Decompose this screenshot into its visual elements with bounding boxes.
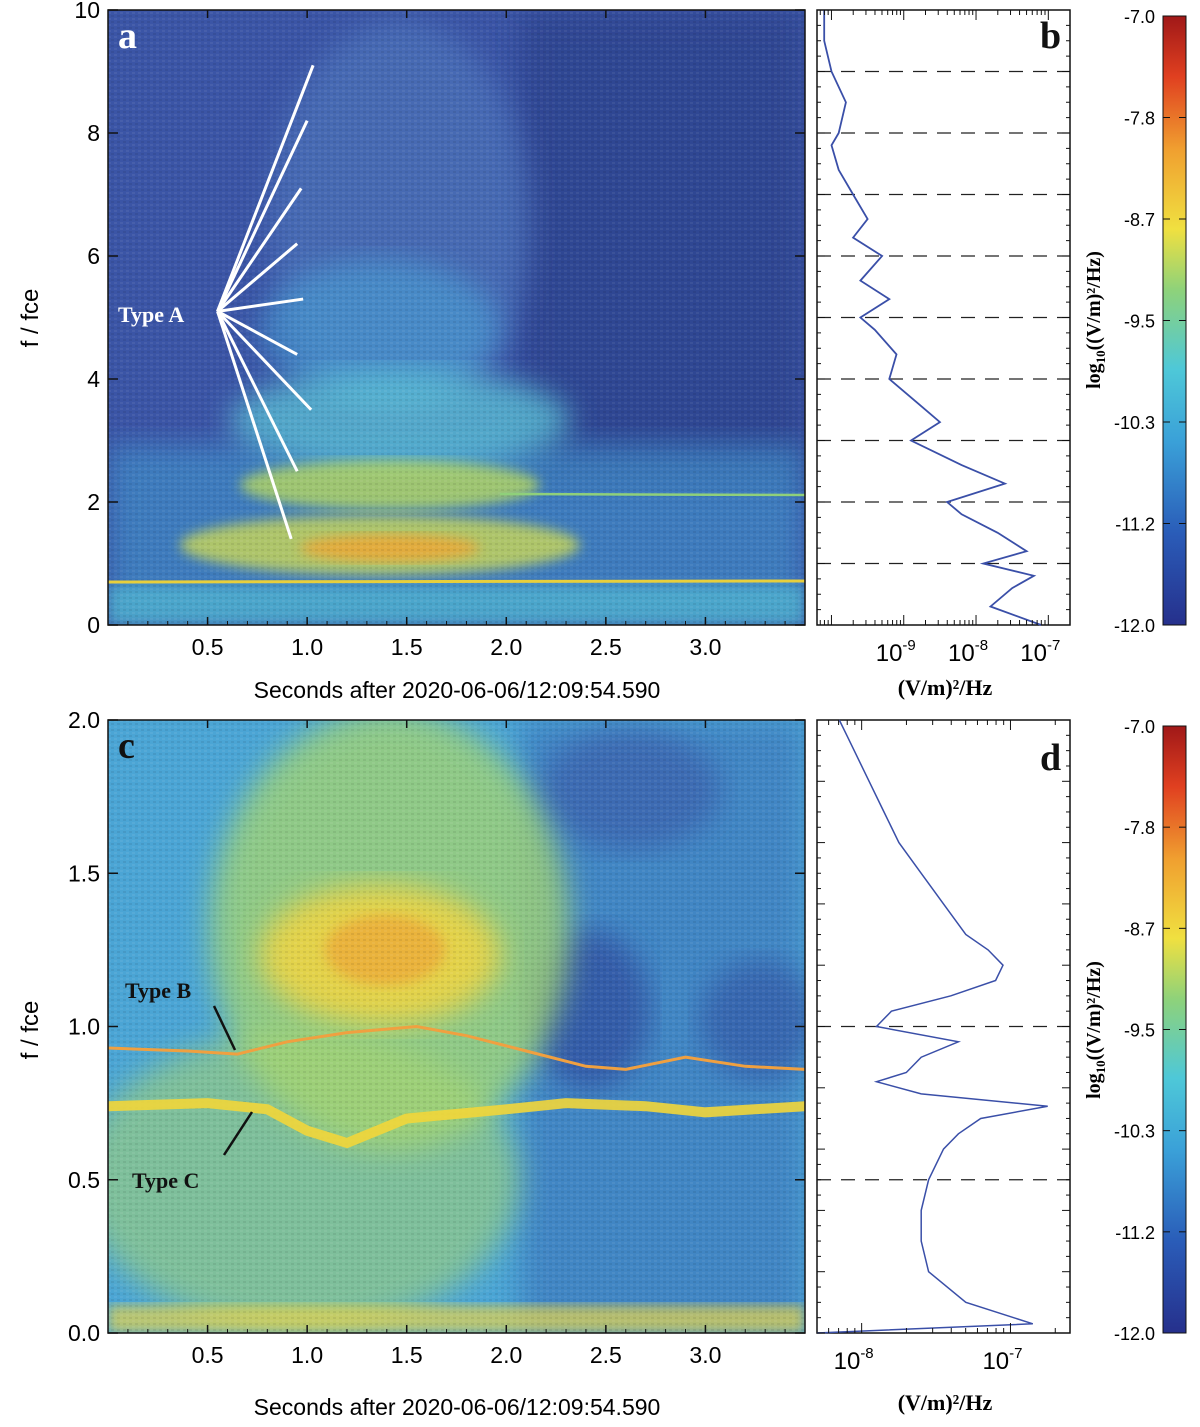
colorbar-tick-label: -12.0: [1114, 616, 1155, 636]
colorbar-bottom-label: log10((V/m)²/Hz): [1083, 961, 1108, 1099]
colorbar-tick-label: -10.3: [1114, 413, 1155, 433]
type-b-line: [108, 1024, 805, 1071]
x-tick-label: 0.5: [192, 634, 224, 660]
colorbar-top-ticks: -7.0 -7.8 -8.7 -9.5 -10.3 -11.2 -12.0: [1114, 7, 1186, 636]
x-tick-label: 2.5: [590, 1342, 622, 1368]
type-a-line: [216, 310, 313, 411]
x-tick-label: 1.0: [291, 634, 323, 660]
y-tick-label: 10: [74, 0, 100, 23]
log-tick-label: 10-9: [876, 637, 916, 667]
log-tick-exp: -8: [860, 1345, 873, 1362]
panel-letter-b: b: [1040, 15, 1061, 57]
panel-c-axes: 0.5 1.0 1.5 2.0 2.5 3.0 0.0 0.5 1.0 1.5 2.0: [68, 707, 805, 1368]
type-b-label: Type B: [125, 978, 192, 1003]
y-tick-label: 2: [87, 489, 100, 515]
panel-d-spectrum-line: [816, 719, 1048, 1334]
log-tick-exp: -8: [975, 637, 988, 654]
type-a-line: [216, 310, 293, 540]
panel-a-ylabel: f / fce: [17, 289, 44, 348]
x-tick-label: 2.0: [490, 634, 522, 660]
panel-letter-c: c: [118, 725, 135, 767]
log-tick-base: 10: [948, 640, 975, 667]
colorbar-tick-label: -7.0: [1124, 717, 1155, 737]
panel-letter-a: a: [118, 15, 137, 57]
type-c-band: [108, 1098, 805, 1149]
colorbar-tick-label: -9.5: [1124, 312, 1155, 332]
type-a-line: [216, 310, 299, 472]
colorbar-tick-label: -10.3: [1114, 1122, 1155, 1142]
x-tick-label: 1.5: [391, 634, 423, 660]
type-a-line: [216, 310, 298, 356]
log-tick-label: 10-8: [834, 1345, 874, 1375]
y-tick-label: 4: [87, 366, 100, 392]
y-tick-label: 0.0: [68, 1320, 100, 1346]
panel-c-xlabel: Seconds after 2020-06-06/12:09:54.590: [254, 1394, 661, 1420]
y-tick-label: 6: [87, 243, 100, 269]
colorbar-tick-label: -7.0: [1124, 7, 1155, 27]
log-tick-exp: -9: [902, 637, 915, 654]
log-tick-exp: -7: [1047, 637, 1060, 654]
colorbar-bottom-ticks: -7.0 -7.8 -8.7 -9.5 -10.3 -11.2 -12.0: [1114, 717, 1186, 1344]
type-a-line: [216, 187, 303, 313]
colorbar-tick-label: -12.0: [1114, 1324, 1155, 1344]
panel-d-dashed-lines: [817, 1025, 1070, 1181]
colorbar-tick-label: -7.8: [1124, 818, 1155, 838]
panel-a-frame: [107, 9, 806, 626]
log-tick-label: 10-7: [1020, 637, 1060, 667]
type-c-label: Type C: [132, 1168, 199, 1193]
type-b-pointer: [212, 1005, 237, 1051]
type-c-pointer: [222, 1111, 254, 1156]
panel-c-ylabel: f / fce: [17, 1001, 44, 1060]
panel-b-xlabel: (V/m)²/Hz: [898, 675, 993, 700]
type-a-label: Type A: [118, 302, 184, 327]
type-a-lines: [216, 64, 315, 540]
colorbar-tick-label: -11.2: [1115, 515, 1155, 535]
colorbar-tick-label: -8.7: [1124, 919, 1155, 939]
x-tick-label: 3.0: [689, 634, 721, 660]
y-tick-label: 0: [87, 612, 100, 638]
colorbar-tick-label: -11.2: [1115, 1223, 1155, 1243]
x-tick-label: 1.0: [291, 1342, 323, 1368]
type-a-line: [216, 242, 299, 313]
panel-c-heatmap: [108, 720, 805, 1333]
type-a-line: [216, 120, 309, 312]
colorbar-top-label: log10((V/m)²/Hz): [1083, 251, 1108, 389]
panel-letter-d: d: [1040, 737, 1061, 779]
type-a-line: [217, 297, 304, 313]
type-a-line: [216, 64, 315, 312]
panel-b-x-ticks: 10-9 10-8 10-7: [817, 9, 1070, 667]
colorbar-tick-label: -7.8: [1124, 109, 1155, 129]
panel-a-heatmap: [108, 10, 805, 625]
x-tick-label: 0.5: [192, 1342, 224, 1368]
y-tick-label: 2.0: [68, 707, 100, 733]
log-tick-base: 10: [982, 1348, 1009, 1375]
log-tick-label: 10-8: [948, 637, 988, 667]
panel-b-spectrum-line: [823, 10, 1042, 626]
colorbar-tick-label: -9.5: [1124, 1021, 1155, 1041]
log-tick-base: 10: [1020, 640, 1047, 667]
log-tick-base: 10: [876, 640, 903, 667]
y-tick-label: 1.0: [68, 1014, 100, 1040]
x-tick-label: 2.5: [590, 634, 622, 660]
y-tick-label: 0.5: [68, 1167, 100, 1193]
y-tick-label: 1.5: [68, 860, 100, 886]
y-tick-label: 8: [87, 120, 100, 146]
log-tick-exp: -7: [1009, 1345, 1022, 1362]
panel-a-axes: 0.5 1.0 1.5 2.0 2.5 3.0 0 2 4 6 8 10: [74, 0, 805, 660]
x-tick-label: 1.5: [391, 1342, 423, 1368]
x-tick-label: 3.0: [689, 1342, 721, 1368]
log-tick-base: 10: [834, 1348, 861, 1375]
colorbar-tick-label: -8.7: [1124, 210, 1155, 230]
x-tick-label: 2.0: [490, 1342, 522, 1368]
panel-d-x-ticks: 10-8 10-7: [817, 719, 1070, 1375]
panel-a-xlabel: Seconds after 2020-06-06/12:09:54.590: [254, 677, 661, 703]
panel-d-xlabel: (V/m)²/Hz: [898, 1390, 993, 1415]
panel-b-dashed-lines: [817, 70, 1070, 565]
log-tick-label: 10-7: [982, 1345, 1022, 1375]
